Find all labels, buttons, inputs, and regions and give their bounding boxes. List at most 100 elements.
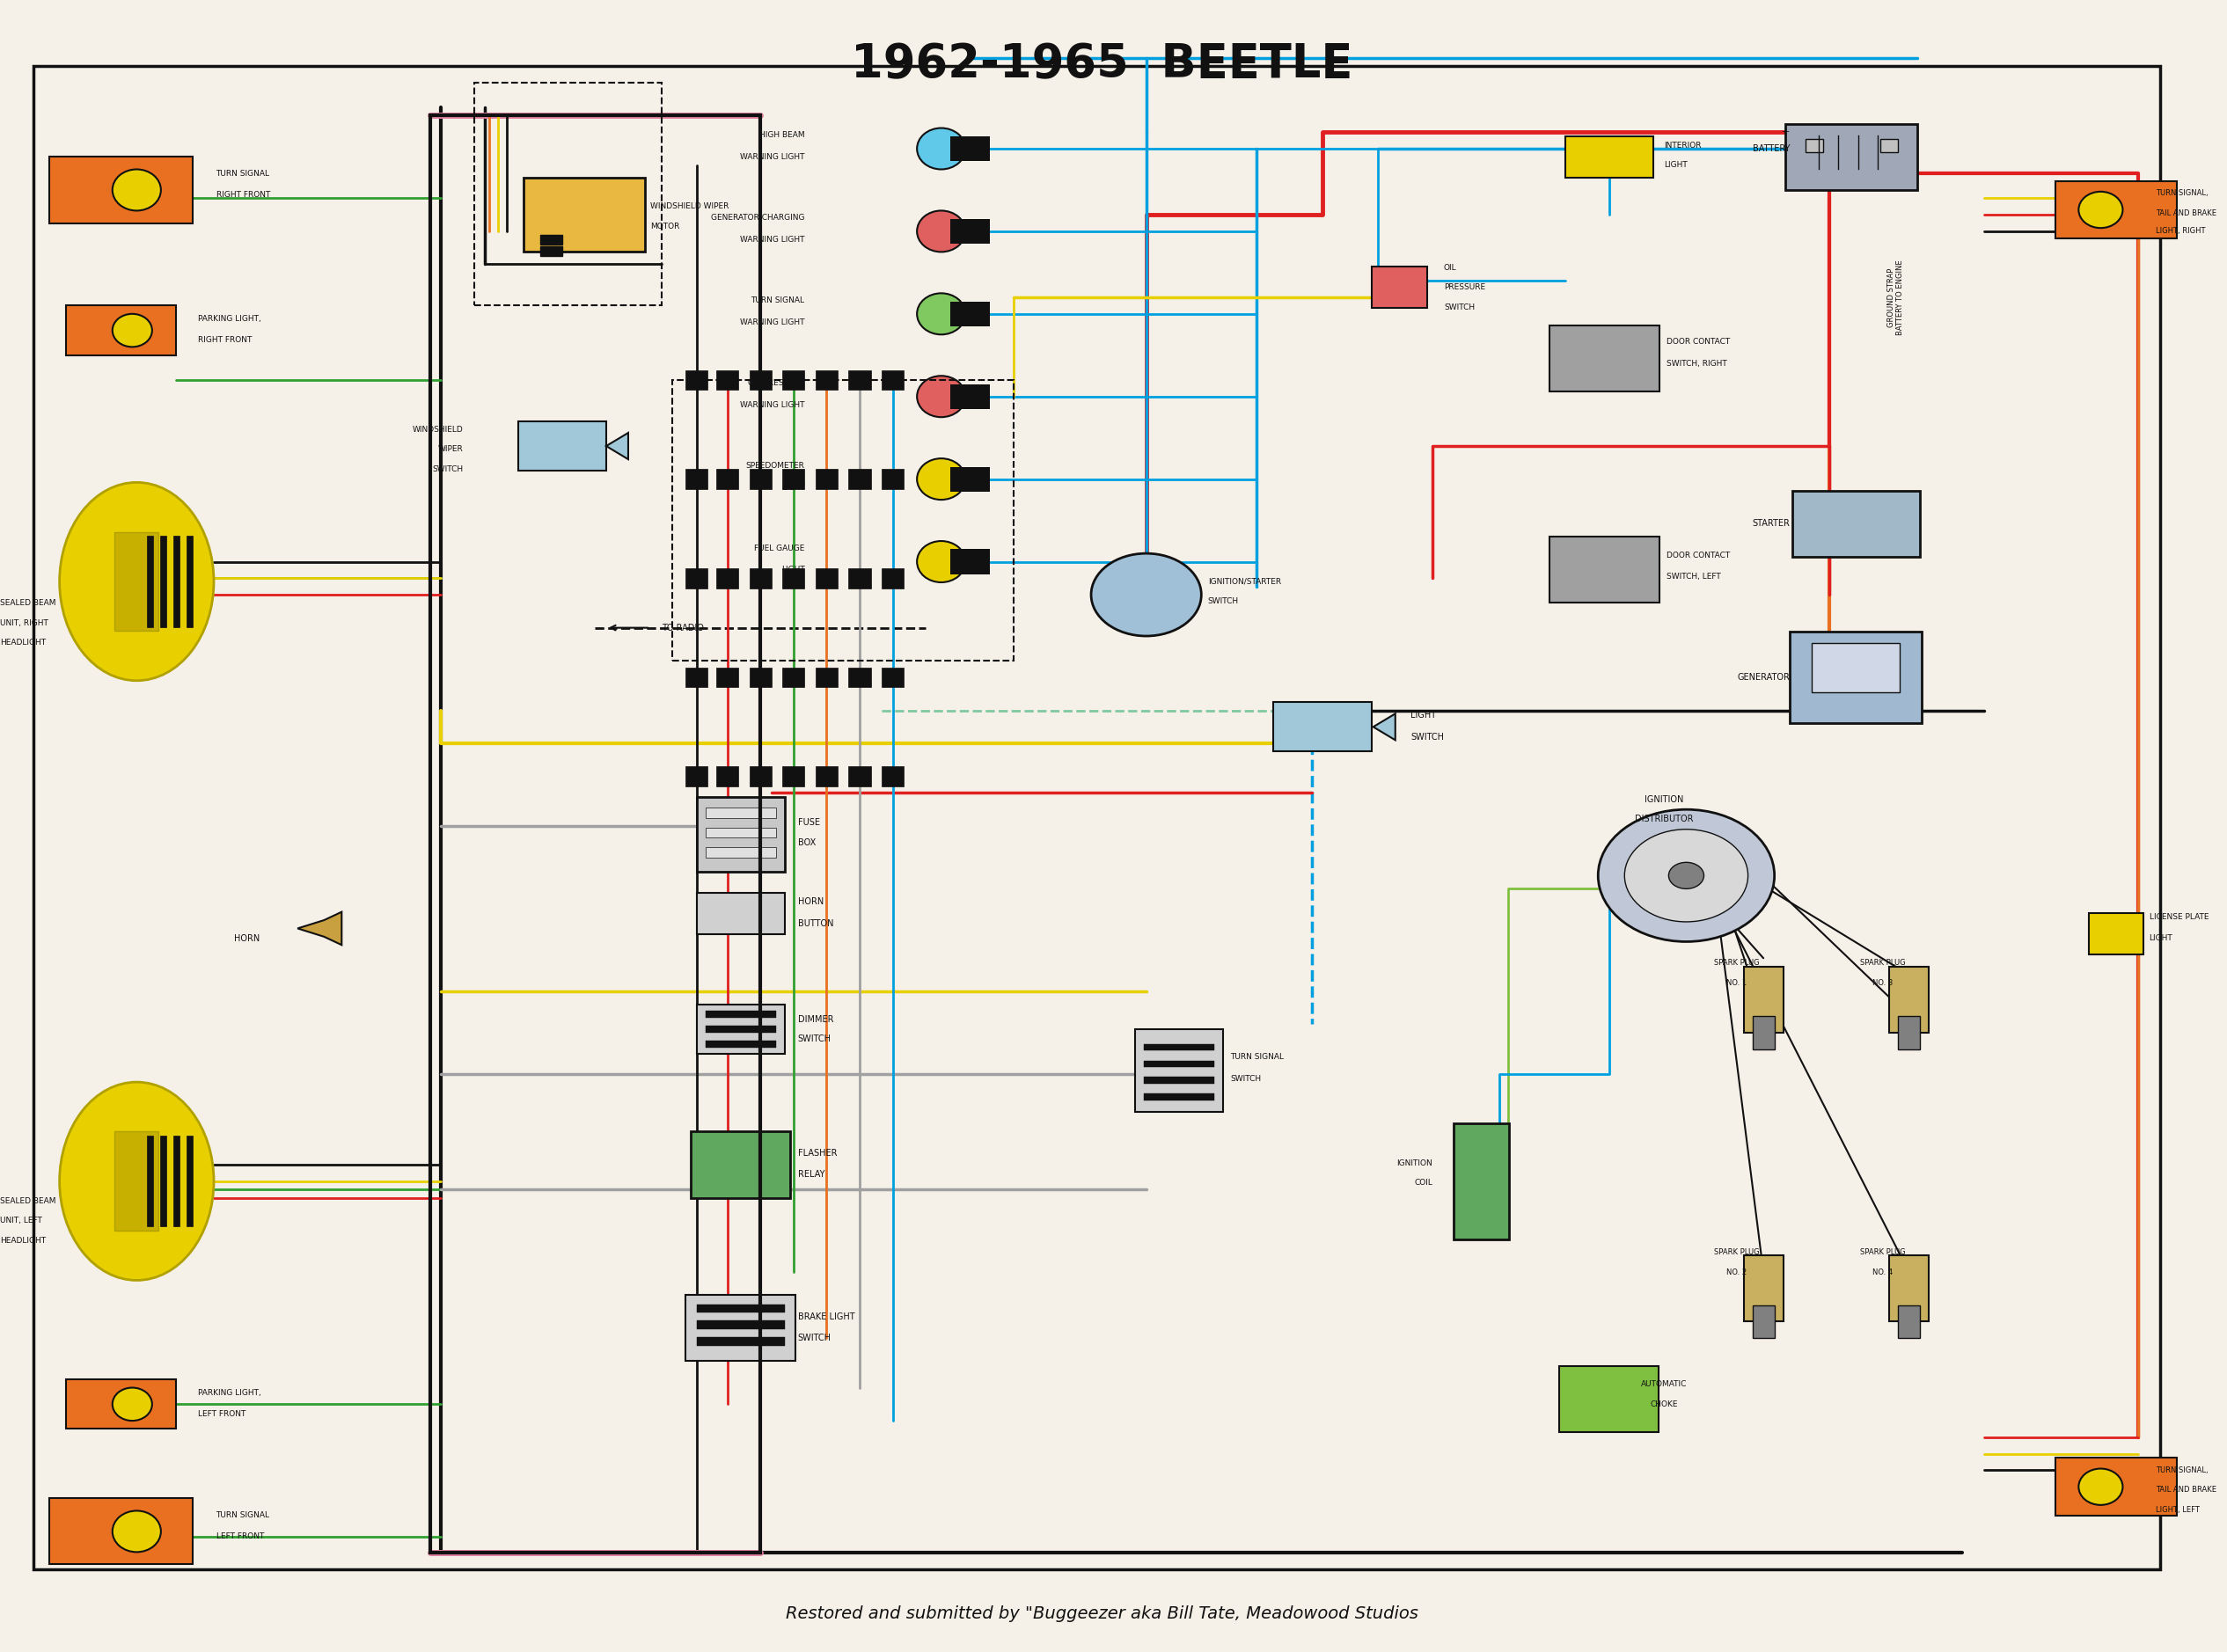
Ellipse shape [111, 1388, 151, 1421]
Bar [686, 767, 708, 786]
Bar [1145, 1044, 1214, 1051]
Bar [717, 667, 739, 687]
Bar [539, 246, 561, 256]
Text: SPARK PLUG: SPARK PLUG [1860, 960, 1904, 966]
Bar [1753, 1305, 1775, 1338]
Bar [67, 306, 176, 355]
Text: LIGHT, LEFT: LIGHT, LEFT [2156, 1507, 2200, 1513]
Bar [673, 380, 1013, 661]
Bar [174, 535, 180, 626]
Bar [848, 667, 871, 687]
Bar [1888, 966, 1929, 1032]
Text: SPARK PLUG: SPARK PLUG [1715, 1249, 1759, 1256]
Bar [848, 370, 871, 390]
Bar [706, 847, 775, 857]
Text: NO. 1: NO. 1 [1726, 980, 1748, 986]
Bar [160, 1137, 167, 1226]
Text: WINDSHIELD WIPER: WINDSHIELD WIPER [650, 203, 728, 210]
Text: RELAY: RELAY [797, 1170, 824, 1180]
Text: LIGHT: LIGHT [2149, 935, 2174, 942]
Bar [750, 767, 771, 786]
Bar [160, 535, 167, 626]
Text: FLASHER: FLASHER [797, 1148, 837, 1158]
Bar [750, 370, 771, 390]
Text: SWITCH: SWITCH [1443, 304, 1474, 311]
Text: RIGHT FRONT: RIGHT FRONT [198, 337, 252, 344]
Circle shape [1599, 809, 1775, 942]
Bar [1550, 537, 1659, 603]
Text: TURN SIGNAL,: TURN SIGNAL, [2156, 190, 2209, 197]
Bar [1454, 1123, 1510, 1239]
Bar [67, 1379, 176, 1429]
Bar [815, 568, 837, 588]
Text: TURN SIGNAL: TURN SIGNAL [216, 170, 269, 177]
Text: PARKING LIGHT,: PARKING LIGHT, [198, 1389, 261, 1396]
Bar [706, 1041, 775, 1047]
Bar [882, 469, 904, 489]
Ellipse shape [60, 1082, 214, 1280]
Bar [1566, 135, 1652, 177]
Text: SPEEDOMETER: SPEEDOMETER [746, 463, 804, 469]
Bar [1744, 966, 1784, 1032]
Ellipse shape [918, 459, 967, 499]
Text: WINDSHIELD: WINDSHIELD [412, 426, 463, 433]
Text: HORN: HORN [797, 897, 824, 907]
Text: DISTRIBUTOR: DISTRIBUTOR [1635, 814, 1693, 824]
Bar [2056, 1457, 2176, 1517]
Bar [882, 370, 904, 390]
Text: WARNING LIGHT: WARNING LIGHT [739, 319, 804, 325]
Text: NO. 3: NO. 3 [1873, 980, 1893, 986]
Text: TAIL AND BRAKE: TAIL AND BRAKE [2156, 1487, 2216, 1493]
Bar [951, 218, 989, 243]
Text: Restored and submitted by "Buggeezer aka Bill Tate, Meadowood Studios: Restored and submitted by "Buggeezer aka… [786, 1606, 1419, 1622]
Text: DIMMER: DIMMER [797, 1014, 833, 1024]
Circle shape [1623, 829, 1748, 922]
Bar [1888, 1256, 1929, 1322]
Text: STARTER: STARTER [1753, 519, 1791, 529]
Bar [717, 469, 739, 489]
Text: SEALED BEAM: SEALED BEAM [0, 1198, 56, 1204]
Text: CHOKE: CHOKE [1650, 1401, 1679, 1408]
Text: TURN SIGNAL: TURN SIGNAL [1229, 1054, 1283, 1061]
Text: SWITCH, RIGHT: SWITCH, RIGHT [1666, 360, 1726, 367]
Bar [750, 667, 771, 687]
Text: LIGHT: LIGHT [1410, 710, 1436, 720]
Bar [848, 568, 871, 588]
Ellipse shape [918, 211, 967, 253]
Bar [686, 568, 708, 588]
Text: UNIT, LEFT: UNIT, LEFT [0, 1218, 42, 1224]
Ellipse shape [918, 129, 967, 169]
Bar [848, 469, 871, 489]
Bar [1136, 1029, 1223, 1112]
Bar [951, 383, 989, 408]
Bar [782, 568, 804, 588]
Bar [187, 535, 194, 626]
Text: IGNITION: IGNITION [1646, 795, 1684, 805]
Bar [474, 83, 661, 306]
Text: TAIL AND BRAKE: TAIL AND BRAKE [2156, 210, 2216, 216]
Text: SWITCH: SWITCH [1207, 598, 1238, 605]
Text: TO RADIO: TO RADIO [661, 623, 704, 633]
Text: SWITCH: SWITCH [797, 1034, 831, 1044]
Bar [697, 1004, 784, 1054]
Bar [1145, 1077, 1214, 1084]
Bar [114, 532, 158, 631]
Bar [697, 1305, 784, 1312]
Ellipse shape [111, 1510, 160, 1553]
Text: WARNING LIGHT: WARNING LIGHT [739, 401, 804, 408]
Bar [523, 178, 646, 253]
Bar [1786, 124, 1917, 190]
Ellipse shape [2078, 1469, 2122, 1505]
Bar [782, 469, 804, 489]
Bar [717, 568, 739, 588]
Bar [706, 1011, 775, 1018]
Circle shape [1668, 862, 1704, 889]
Bar [49, 157, 194, 223]
Text: WARNING LIGHT: WARNING LIGHT [739, 236, 804, 243]
Bar [882, 767, 904, 786]
Text: WIPER: WIPER [436, 446, 463, 453]
Ellipse shape [111, 170, 160, 211]
Bar [1145, 1061, 1214, 1067]
Bar [1806, 139, 1824, 152]
Text: DOOR CONTACT: DOOR CONTACT [1666, 552, 1730, 558]
